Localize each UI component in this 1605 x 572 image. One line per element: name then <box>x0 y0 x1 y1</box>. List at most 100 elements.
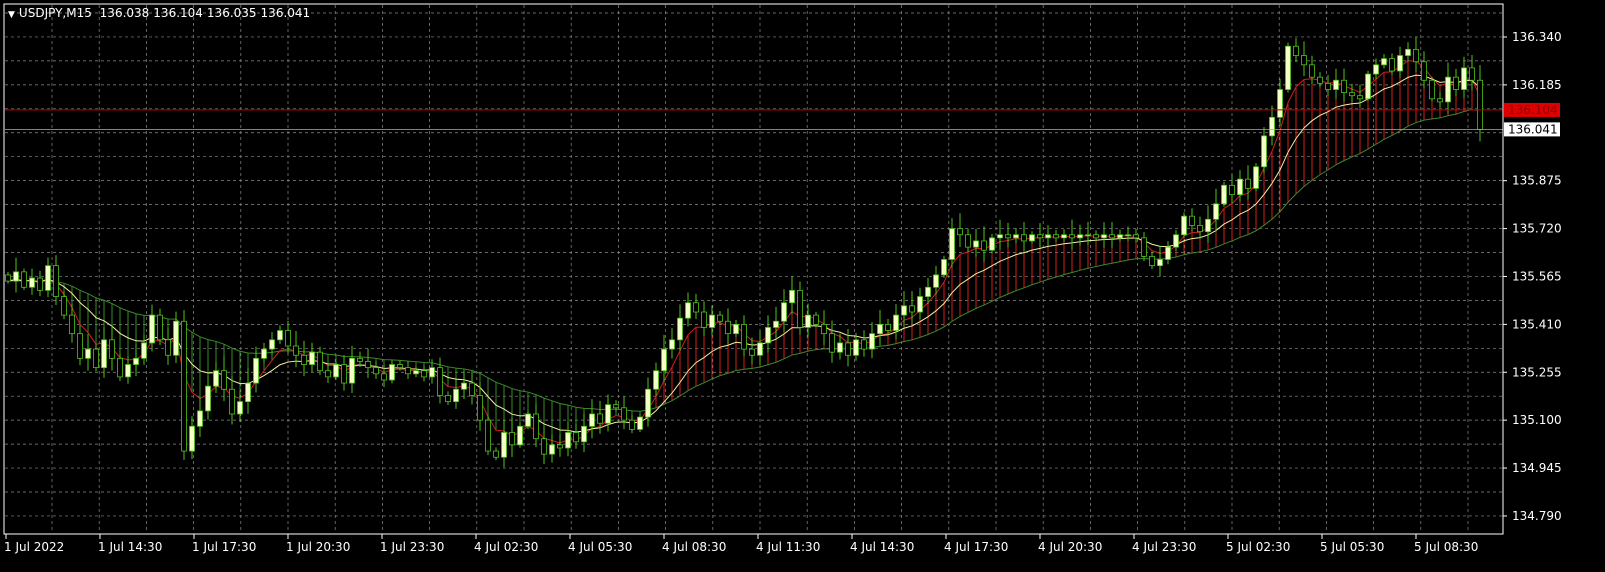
candle-body <box>693 302 699 313</box>
candle-body <box>1013 234 1019 239</box>
candle-body <box>189 425 195 452</box>
candle-body <box>1325 82 1331 90</box>
candle-body <box>5 274 11 282</box>
candle-body <box>181 320 187 452</box>
candle-body <box>725 320 731 335</box>
candle-body <box>389 364 395 381</box>
candle-body <box>237 401 243 415</box>
candle-body <box>109 339 115 359</box>
candle-body <box>53 265 59 297</box>
candle-body <box>21 271 27 288</box>
candle-body <box>421 370 427 378</box>
time-tick-label: 4 Jul 14:30 <box>850 540 914 554</box>
candle-body <box>701 311 707 328</box>
price-lines <box>5 109 1503 130</box>
candle-body <box>989 237 995 251</box>
candle-body <box>1261 135 1267 168</box>
candle-body <box>117 357 123 378</box>
time-axis[interactable]: 1 Jul 2022 1 Jul 14:30 1 Jul 17:30 1 Jul 20… <box>4 534 1478 554</box>
symbol-label: USDJPY,M15 <box>18 6 92 20</box>
candle-body <box>1117 234 1123 239</box>
candle-body <box>61 296 67 316</box>
candle-body <box>845 342 851 356</box>
high-value: 136.104 <box>153 6 203 20</box>
candle-body <box>229 388 235 415</box>
candle-body <box>1253 166 1259 189</box>
time-tick-label: 1 Jul 2022 <box>4 540 64 554</box>
candle-body <box>973 240 979 248</box>
moving-averages <box>7 60 1481 444</box>
candle-body <box>1061 234 1067 239</box>
time-tick-label: 4 Jul 08:30 <box>662 540 726 554</box>
ma-slow-line <box>7 109 1481 412</box>
open-value: 136.038 <box>99 6 150 20</box>
ma-hatch <box>15 60 1481 444</box>
candle-body <box>805 314 811 328</box>
candle-body <box>69 314 75 335</box>
candle-body <box>1317 76 1323 84</box>
candle-body <box>1397 55 1403 72</box>
candle-body <box>541 438 547 455</box>
candle-body <box>293 345 299 356</box>
candle-body <box>29 277 35 288</box>
price-tick-label: 135.875 <box>1512 174 1562 188</box>
candle-body <box>1333 79 1339 90</box>
time-tick-label: 4 Jul 05:30 <box>568 540 632 554</box>
price-tick-label: 135.100 <box>1512 413 1562 427</box>
candle-body <box>1349 92 1355 97</box>
candle-body <box>101 339 107 369</box>
candle-body <box>261 348 267 359</box>
candle-body <box>525 413 531 427</box>
candle-body <box>1037 234 1043 239</box>
candle-body <box>661 348 667 372</box>
candle-body <box>1021 234 1027 242</box>
candle-body <box>853 339 859 356</box>
bid-price-box <box>1504 122 1560 137</box>
candle-body <box>85 348 91 359</box>
candle-body <box>461 382 467 390</box>
candle-body <box>317 351 323 372</box>
candle-body <box>77 333 83 359</box>
candle-body <box>149 314 155 344</box>
candle-body <box>477 395 483 421</box>
candle-body <box>741 323 747 350</box>
candle-body <box>469 382 475 396</box>
close-value: 136.041 <box>260 6 311 20</box>
candle-body <box>197 410 203 427</box>
candle-body <box>405 367 411 375</box>
time-tick-label: 4 Jul 11:30 <box>756 540 820 554</box>
candle-body <box>909 305 915 313</box>
time-tick-label: 5 Jul 02:30 <box>1226 540 1290 554</box>
candle-body <box>365 361 371 369</box>
candle-body <box>1421 61 1427 81</box>
candle-body <box>1189 215 1195 226</box>
candle-body <box>1365 73 1371 100</box>
candle-body <box>1373 64 1379 75</box>
candle-body <box>925 286 931 297</box>
candle-body <box>893 314 899 331</box>
candle-body <box>1293 45 1299 56</box>
candle-body <box>445 395 451 403</box>
candle-body <box>789 289 795 304</box>
price-tick-label: 134.945 <box>1512 461 1562 475</box>
candle-body <box>301 354 307 365</box>
candle-body <box>1405 48 1411 56</box>
collapse-triangle-icon[interactable]: ▼ <box>8 10 15 20</box>
candle-body <box>829 333 835 353</box>
candle-body <box>733 323 739 335</box>
candle-body <box>573 432 579 443</box>
price-tick-label: 135.565 <box>1512 269 1562 283</box>
price-axis[interactable]: 136.340 136.185 135.875 135.720 135.565 135.4… <box>1503 30 1562 523</box>
candle-body <box>549 444 555 455</box>
candle-body <box>1429 79 1435 100</box>
candle-body <box>1269 116 1275 137</box>
candle-body <box>125 364 131 378</box>
candle-body <box>1213 203 1219 220</box>
candle-body <box>269 339 275 350</box>
candle-body <box>509 432 515 446</box>
candle-body <box>1341 79 1347 94</box>
candle-body <box>1413 48 1419 63</box>
candle-body <box>941 259 947 276</box>
candle-body <box>597 413 603 424</box>
